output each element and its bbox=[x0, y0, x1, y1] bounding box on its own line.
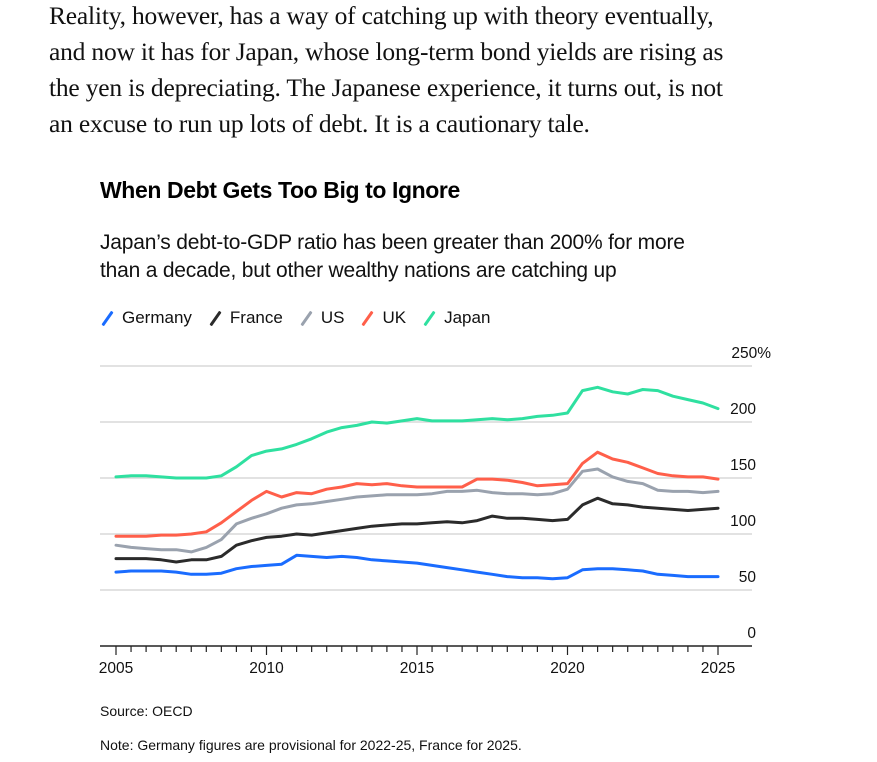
article-line: an excuse to run up lots of debt. It is … bbox=[49, 109, 590, 138]
legend-item-france: France bbox=[208, 308, 283, 328]
series-line-france bbox=[114, 496, 720, 564]
legend-item-japan: Japan bbox=[422, 308, 490, 328]
legend-label: France bbox=[229, 308, 283, 327]
series-line-us bbox=[114, 467, 720, 554]
legend-item-uk: UK bbox=[360, 308, 406, 328]
series-line-japan bbox=[114, 385, 720, 480]
y-tick-label: 0 bbox=[747, 625, 756, 642]
y-tick-label: 200 bbox=[730, 401, 756, 418]
legend-label: UK bbox=[382, 308, 407, 327]
series-lines bbox=[114, 385, 720, 581]
legend-item-germany: Germany bbox=[100, 308, 192, 328]
y-tick-label: 250% bbox=[731, 345, 771, 362]
chart-note: Note: Germany figures are provisional fo… bbox=[100, 737, 522, 753]
chart-source: Source: OECD bbox=[100, 703, 193, 719]
y-axis-labels: 0 50 100 150 200 250% bbox=[730, 345, 771, 642]
legend-label: Japan bbox=[444, 308, 491, 327]
x-axis: 2005 2010 2015 2020 2025 bbox=[99, 645, 752, 677]
x-tick-label: 2020 bbox=[550, 660, 585, 677]
x-tick-label: 2005 bbox=[99, 660, 133, 677]
x-tick-label: 2025 bbox=[701, 660, 735, 677]
chart-subtitle: Japan’s debt-to-GDP ratio has been great… bbox=[100, 229, 800, 285]
chart-title: When Debt Gets Too Big to Ignore bbox=[100, 177, 460, 203]
article-paragraph: Reality, however, has a way of catching … bbox=[49, 0, 849, 142]
y-tick-label: 100 bbox=[730, 513, 756, 530]
y-tick-label: 150 bbox=[730, 457, 756, 474]
series-line-germany bbox=[114, 553, 720, 581]
legend-label: US bbox=[320, 308, 345, 327]
chart-subtitle-line: Japan’s debt-to-GDP ratio has been great… bbox=[100, 231, 685, 254]
series-line-uk bbox=[114, 450, 720, 538]
chart-subtitle-line: than a decade, but other wealthy nations… bbox=[100, 259, 617, 282]
y-tick-label: 50 bbox=[739, 569, 757, 586]
line-chart: 0 50 100 150 200 250% 2005 2010 2015 2020 2025 bbox=[99, 345, 771, 677]
chart-legend: Germany France US UK Japan bbox=[100, 308, 490, 328]
x-tick-label: 2010 bbox=[249, 660, 284, 677]
legend-label: Germany bbox=[122, 308, 192, 327]
article-line: Reality, however, has a way of catching … bbox=[49, 1, 714, 30]
x-tick-label: 2015 bbox=[400, 660, 434, 677]
article-line: the yen is depreciating. The Japanese ex… bbox=[49, 73, 723, 102]
article-line: and now it has for Japan, whose long-ter… bbox=[49, 37, 724, 66]
legend-item-us: US bbox=[299, 308, 345, 328]
